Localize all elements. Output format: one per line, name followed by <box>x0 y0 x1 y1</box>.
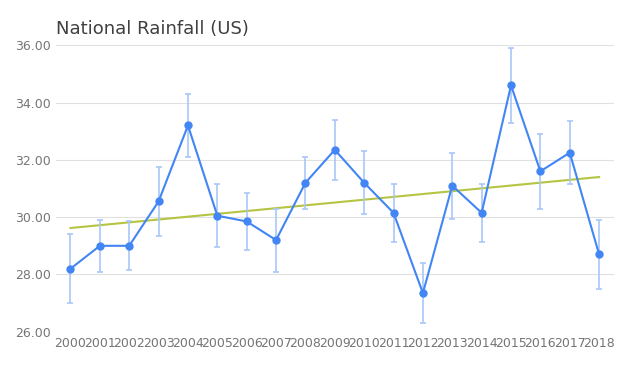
Text: National Rainfall (US): National Rainfall (US) <box>56 20 249 38</box>
